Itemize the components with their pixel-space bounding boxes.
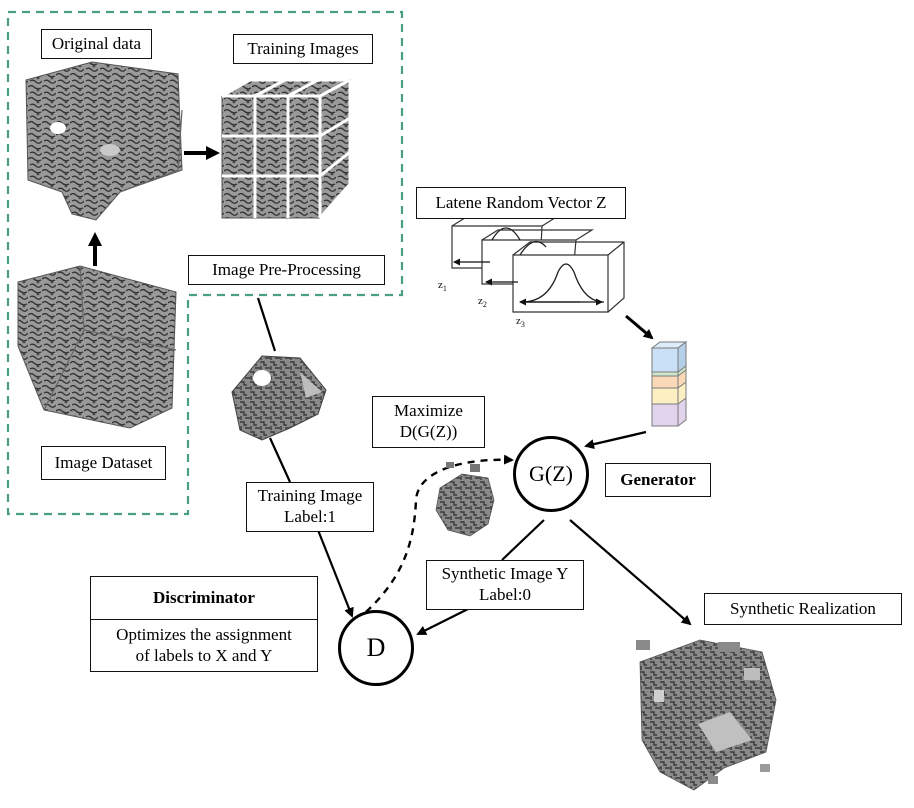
training-to-discriminator-arrow <box>316 529 354 618</box>
image-dataset-label: Image Dataset <box>41 446 166 480</box>
latent-vector-frames <box>451 215 625 313</box>
synthetic-to-discriminator-arrow <box>416 607 471 635</box>
stack-to-generator-arrow <box>584 430 647 450</box>
training-sample-blob <box>231 355 327 441</box>
latent-vector-label: Latene Random Vector Z <box>416 187 626 219</box>
synthetic-realization-volume <box>636 639 777 791</box>
training-image-line2: Label:1 <box>284 507 336 527</box>
training-image-line1: Training Image <box>257 486 363 505</box>
synthetic-image-label: Synthetic Image Y Label:0 <box>426 560 584 610</box>
training-images-label: Training Images <box>233 34 373 64</box>
synthetic-realization-label: Synthetic Realization <box>704 593 902 625</box>
image-dataset-volume <box>17 265 177 429</box>
generated-sample-blob <box>435 462 495 537</box>
synthetic-image-line2: Label:0 <box>479 585 531 605</box>
discriminator-box: Discriminator Optimizes the assignment o… <box>90 576 318 672</box>
z2-label: z2 <box>478 295 487 309</box>
discriminator-title: Discriminator <box>91 577 317 620</box>
latent-vector-axes <box>453 258 603 306</box>
training-image-label: Training Image Label:1 <box>246 482 374 532</box>
generator-to-synthetic-line <box>501 519 545 561</box>
discriminator-line2: of labels to X and Y <box>135 646 273 666</box>
latent-vector-curves <box>491 227 605 303</box>
preprocessing-to-sample-line <box>256 297 277 352</box>
generator-to-realization-arrow <box>569 519 692 626</box>
maximize-line2: D(G(Z)) <box>399 422 458 442</box>
z3-label: z3 <box>516 315 525 329</box>
original-data-label: Original data <box>41 29 152 59</box>
discriminator-feedback-curve <box>365 454 514 613</box>
original-data-volume <box>25 61 183 221</box>
image-preprocessing-label: Image Pre-Processing <box>188 255 385 285</box>
preprocessing-panel-border <box>6 10 404 516</box>
synthetic-image-line1: Synthetic Image Y <box>441 564 569 583</box>
generator-label: Generator <box>605 463 711 497</box>
discriminator-node-label: D <box>366 633 386 662</box>
training-images-cube <box>221 78 352 219</box>
discriminator-node: D <box>338 610 414 686</box>
generator-node-label: G(Z) <box>529 461 573 486</box>
discriminator-line1: Optimizes the assignment <box>116 625 292 644</box>
maximize-line1: Maximize <box>394 401 463 420</box>
generator-node: G(Z) <box>513 436 589 512</box>
latent-to-stack-arrow <box>625 314 654 340</box>
sample-to-training-label-line <box>268 437 292 483</box>
latent-vector-stack <box>650 341 688 427</box>
maximize-label: Maximize D(G(Z)) <box>372 396 485 448</box>
z1-label: z1 <box>438 279 447 293</box>
discriminator-description: Optimizes the assignment of labels to X … <box>91 620 317 667</box>
